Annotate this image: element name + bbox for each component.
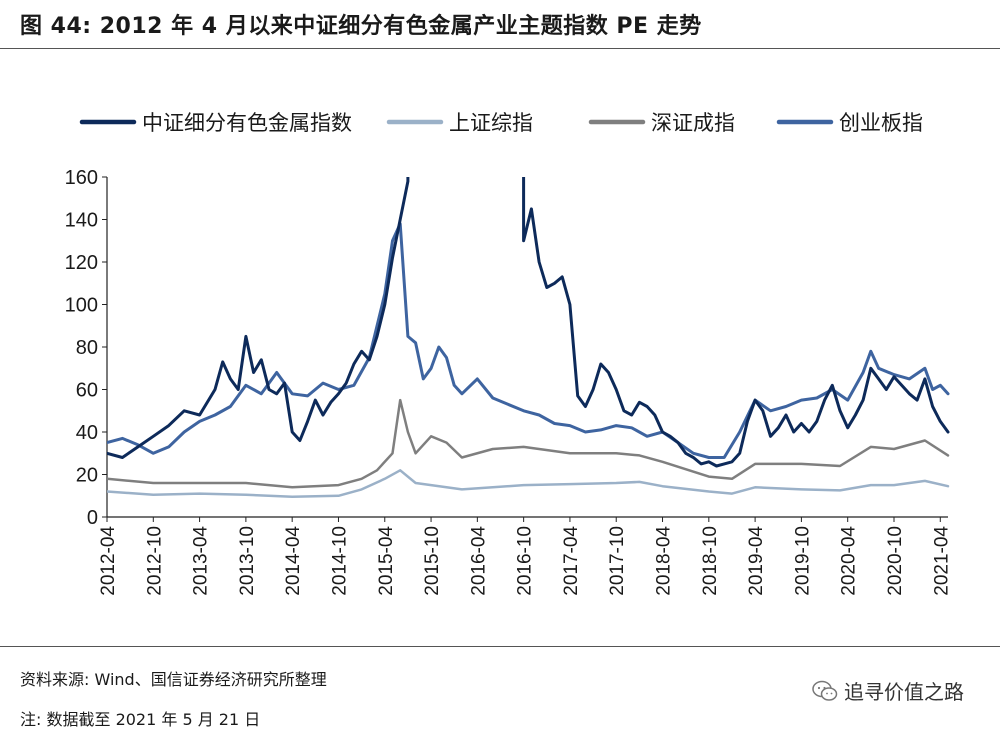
watermark: 追寻价值之路 (812, 676, 964, 705)
x-tick-label: 2015-10 (422, 526, 443, 596)
y-tick-label: 100 (65, 295, 98, 317)
page-title: 图 44: 2012 年 4 月以来中证细分有色金属产业主题指数 PE 走势 (20, 14, 702, 39)
y-tick-label: 140 (65, 210, 98, 232)
series-lines (107, 177, 950, 499)
series-line-4 (107, 222, 950, 459)
x-tick-label: 2018-04 (654, 526, 675, 596)
x-tick-label: 2021-04 (931, 526, 952, 596)
legend-label: 创业板指 (839, 111, 923, 135)
x-tick-label: 2016-10 (515, 526, 536, 596)
legend-label: 中证细分有色金属指数 (142, 111, 352, 135)
series-line-1 (522, 177, 950, 468)
legend-label: 深证成指 (651, 111, 735, 135)
y-tick-label: 40 (76, 422, 98, 444)
y-tick-label: 0 (87, 507, 98, 529)
y-tick-label: 160 (65, 167, 98, 189)
data-date-note: 注: 数据截至 2021 年 5 月 21 日 (20, 710, 261, 729)
x-tick-label: 2017-04 (561, 526, 582, 596)
series-line-2 (107, 469, 950, 499)
legend: 中证细分有色金属指数 上证综指 深证成指 创业板指 (79, 111, 923, 135)
x-tick-label: 2012-04 (98, 526, 119, 596)
y-tick-label: 60 (76, 380, 98, 402)
x-tick-label: 2014-04 (283, 526, 304, 596)
x-tick-label: 2020-04 (839, 526, 860, 596)
x-tick-label: 2019-10 (792, 526, 813, 596)
y-tick-label: 20 (76, 465, 98, 487)
legend-label: 上证综指 (449, 111, 533, 135)
pe-line-chart: 中证细分有色金属指数 上证综指 深证成指 创业板指 0 20 40 60 80 100 120 14… (65, 111, 953, 596)
x-tick-label: 2013-04 (191, 526, 212, 596)
axes: 0 20 40 60 80 100 120 140 160 2012-04 2012-10 2013-… (65, 167, 953, 596)
series-line-3 (107, 398, 950, 489)
y-tick-label: 120 (65, 252, 98, 274)
x-tick-label: 2012-10 (144, 526, 165, 596)
x-tick-label: 2018-10 (700, 526, 721, 596)
x-tick-label: 2020-10 (885, 526, 906, 596)
x-tick-label: 2013-10 (237, 526, 258, 596)
source-note: 资料来源: Wind、国信证券经济研究所整理 (20, 670, 327, 689)
x-tick-label: 2016-04 (468, 526, 489, 596)
y-tick-label: 80 (76, 337, 98, 359)
series-line-0 (107, 177, 410, 459)
x-tick-label: 2014-10 (329, 526, 350, 596)
wechat-icon (812, 680, 838, 701)
x-tick-label: 2015-04 (376, 526, 397, 596)
top-divider (0, 48, 1000, 49)
watermark-text: 追寻价值之路 (844, 680, 964, 704)
bottom-divider (0, 646, 1000, 647)
x-tick-label: 2017-10 (607, 526, 628, 596)
x-tick-label: 2019-04 (746, 526, 767, 596)
